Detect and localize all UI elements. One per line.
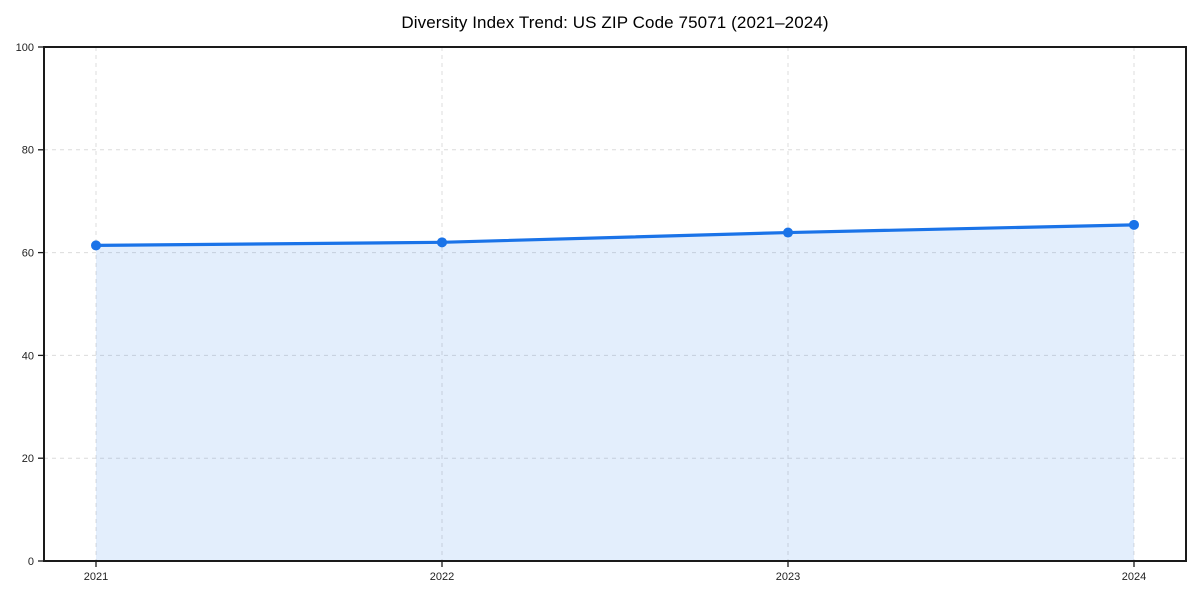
data-point bbox=[783, 227, 793, 238]
plot-border bbox=[43, 46, 1187, 562]
y-tick-label: 40 bbox=[22, 350, 34, 362]
data-point bbox=[91, 240, 101, 251]
x-tick-label: 2023 bbox=[776, 571, 800, 583]
y-tick-label: 20 bbox=[22, 453, 34, 465]
x-tick-label: 2024 bbox=[1122, 571, 1146, 583]
y-tick-label: 0 bbox=[28, 556, 34, 568]
y-tick-label: 80 bbox=[22, 145, 34, 157]
data-point bbox=[1129, 219, 1139, 230]
x-tick-label: 2021 bbox=[84, 571, 108, 583]
x-tick-label: 2022 bbox=[430, 571, 454, 583]
trend-line bbox=[94, 223, 1136, 248]
y-tick-label: 60 bbox=[22, 247, 34, 259]
chart-title: Diversity Index Trend: US ZIP Code 75071… bbox=[401, 13, 829, 32]
y-tick-label: 100 bbox=[16, 42, 34, 54]
data-point bbox=[437, 237, 447, 248]
area-fill bbox=[96, 224, 1134, 561]
